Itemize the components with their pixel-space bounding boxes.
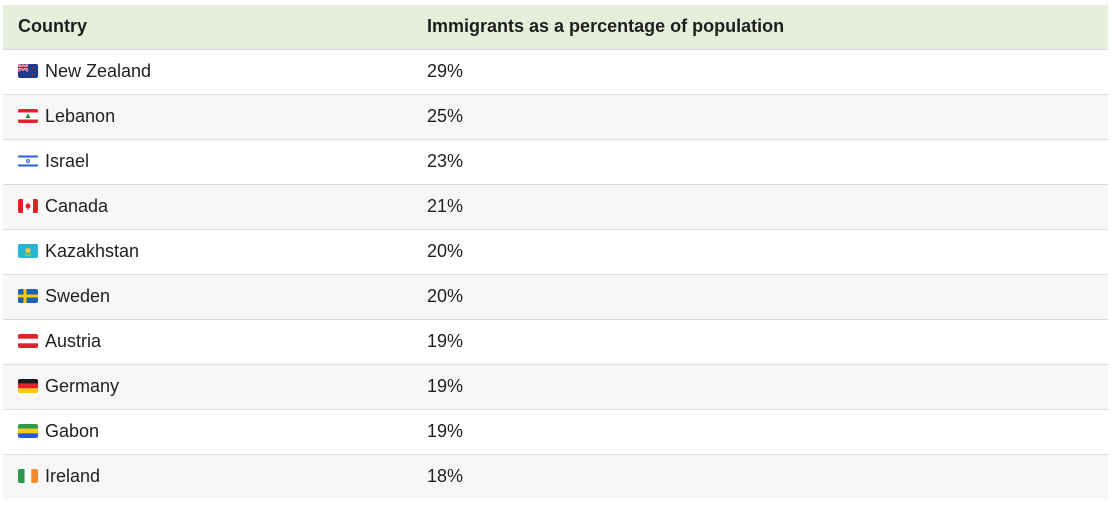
immigration-table: Country Immigrants as a percentage of po… — [3, 5, 1108, 499]
table-row: Ireland 18% — [3, 454, 1108, 499]
country-name: Canada — [45, 196, 109, 216]
data-table-container: Country Immigrants as a percentage of po… — [3, 5, 1108, 499]
israel-flag-icon — [18, 154, 38, 168]
gabon-flag-icon — [18, 424, 38, 438]
country-name: Sweden — [45, 286, 111, 306]
country-cell: Ireland — [3, 454, 416, 499]
germany-flag-icon — [18, 379, 38, 393]
column-header-immigrants-percentage[interactable]: Immigrants as a percentage of population — [427, 16, 785, 37]
country-name: Austria — [45, 331, 102, 351]
table-row: Sweden 20% — [3, 274, 1108, 319]
country-name: Germany — [45, 376, 120, 396]
country-cell: New Zealand — [3, 49, 416, 94]
country-cell: Germany — [3, 364, 416, 409]
canada-flag-icon — [18, 199, 38, 213]
country-cell: Austria — [3, 319, 416, 364]
immigrant-percentage-value: 19% — [427, 421, 464, 441]
austria-flag-icon — [18, 334, 38, 348]
lebanon-flag-icon — [18, 109, 38, 123]
table-row: Israel 23% — [3, 139, 1108, 184]
table-row: Austria 19% — [3, 319, 1108, 364]
country-cell: Israel — [3, 139, 416, 184]
country-name: Gabon — [45, 421, 100, 441]
immigrant-percentage-value: 18% — [427, 466, 464, 487]
table-row: Canada 21% — [3, 184, 1108, 229]
country-name: Lebanon — [45, 106, 116, 126]
immigrant-percentage-value: 20% — [427, 241, 464, 261]
column-header-country[interactable]: Country — [18, 16, 87, 37]
immigrant-percentage-value: 19% — [427, 376, 464, 396]
table-body: New Zealand 29% Lebanon 25% Israel 23% Canada 2… — [3, 49, 1108, 499]
table-row: Gabon 19% — [3, 409, 1108, 454]
country-name: Israel — [45, 151, 90, 171]
country-cell: Sweden — [3, 274, 416, 319]
table-row: Kazakhstan 20% — [3, 229, 1108, 274]
country-cell: Lebanon — [3, 94, 416, 139]
immigrant-percentage-value: 19% — [427, 331, 464, 351]
immigrant-percentage-value: 29% — [427, 61, 464, 81]
country-cell: Kazakhstan — [3, 229, 416, 274]
immigrant-percentage-value: 23% — [427, 151, 464, 171]
kazakhstan-flag-icon — [18, 244, 38, 258]
table-row: Lebanon 25% — [3, 94, 1108, 139]
country-cell: Canada — [3, 184, 416, 229]
sweden-flag-icon — [18, 289, 38, 303]
immigrant-percentage-value: 21% — [427, 196, 464, 216]
table-row: Germany 19% — [3, 364, 1108, 409]
immigrant-percentage-value: 20% — [427, 286, 464, 306]
country-name: New Zealand — [45, 61, 152, 81]
immigrant-percentage-value: 25% — [427, 106, 464, 126]
country-cell: Gabon — [3, 409, 416, 454]
table-row: New Zealand 29% — [3, 49, 1108, 94]
country-name: Kazakhstan — [45, 241, 140, 261]
table-header-row: Country Immigrants as a percentage of po… — [3, 5, 1108, 49]
country-name: Ireland — [45, 466, 101, 487]
ireland-flag-icon — [18, 469, 38, 484]
new-zealand-flag-icon — [18, 64, 38, 78]
